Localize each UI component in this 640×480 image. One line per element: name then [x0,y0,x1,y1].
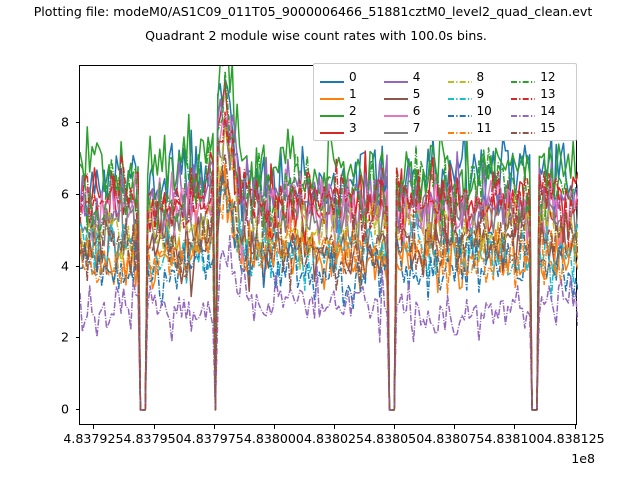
legend-label: 0 [349,69,357,84]
legend-label: 7 [412,120,421,135]
legend-line-swatch [447,106,473,117]
y-tick-mark [75,337,79,339]
legend-entry-15[interactable]: 15 [510,119,571,136]
legend-entry-2[interactable]: 2 [319,102,380,119]
legend-line-swatch [319,123,345,134]
legend-entry-9[interactable]: 9 [447,85,508,102]
legend-line-swatch [510,106,536,117]
axes-title-text: Quadrant 2 module wise count rates with … [145,28,487,43]
x-tick-label: 4.838100 [484,431,545,446]
y-tick-label: 4 [60,258,69,274]
x-tick-mark [394,425,396,429]
series-line-7 [80,116,578,411]
series-line-12 [80,70,578,411]
y-tick-label: 8 [60,114,69,130]
x-tick-mark [153,425,155,429]
legend-line-swatch [510,72,536,83]
x-tick-mark [334,425,335,429]
legend-entry-14[interactable]: 14 [510,102,571,119]
legend-label: 6 [412,103,421,118]
x-tick-label: 4.838050 [364,431,425,446]
x-tick-label: 4.837950 [123,431,184,446]
legend-line-swatch [319,106,345,117]
legend-label: 15 [540,120,556,135]
legend-line-swatch [510,123,536,134]
figure-suptitle-text: Plotting file: modeM0/AS1C09_011T05_9000… [33,4,593,19]
legend-line-swatch [383,89,409,100]
legend-entry-7[interactable]: 7 [383,119,444,136]
x-tick-label: 4.838000 [243,431,304,446]
legend-grid: 0 4 8 12 1 5 9 13 2 6 10 14 3 7 11 15 [319,68,571,136]
y-tick-mark [75,408,79,410]
plot-lines-canvas [80,66,578,411]
x-axis-offset-text: 1e8 [571,451,595,466]
legend-label: 10 [476,103,492,118]
legend-label: 14 [540,103,556,118]
legend-label: 5 [412,86,421,101]
legend-entry-5[interactable]: 5 [383,85,444,102]
legend-entry-6[interactable]: 6 [383,102,444,119]
legend-line-swatch [510,89,536,100]
legend-line-swatch [447,123,473,134]
legend-entry-0[interactable]: 0 [319,68,380,85]
y-tick-label: 0 [60,401,69,417]
legend-entry-1[interactable]: 1 [319,85,380,102]
legend-line-swatch [319,72,345,83]
x-tick-label: 4.837925 [63,431,124,446]
series-line-11 [80,167,578,411]
legend-entry-11[interactable]: 11 [447,119,508,136]
x-tick-mark [93,425,95,429]
legend-entry-10[interactable]: 10 [447,102,508,119]
legend-label: 13 [540,86,556,101]
legend-line-swatch [383,123,409,134]
legend-label: 9 [476,86,485,101]
x-tick-label: 4.837975 [183,431,244,446]
x-tick-mark [454,425,456,429]
figure-suptitle: Plotting file: modeM0/AS1C09_011T05_9000… [0,4,640,20]
y-tick-label: 6 [60,186,69,202]
legend-entry-4[interactable]: 4 [383,68,444,85]
y-tick-mark [75,193,79,195]
legend-line-swatch [447,89,473,100]
legend-label: 1 [349,86,357,101]
x-tick-mark [273,425,275,429]
x-tick-mark [213,425,215,429]
series-line-15 [80,153,578,411]
x-tick-label: 4.838075 [424,431,485,446]
x-tick-label: 4.838125 [544,431,605,446]
legend-box: 0 4 8 12 1 5 9 13 2 6 10 14 3 7 11 15 [313,63,577,141]
legend-label: 12 [540,69,556,84]
series-line-13 [80,111,578,411]
y-tick-label: 2 [60,329,69,345]
x-tick-label: 4.838025 [303,431,365,446]
legend-entry-12[interactable]: 12 [510,68,571,85]
series-line-14 [80,235,578,411]
legend-label: 2 [349,103,357,118]
x-tick-mark [514,425,516,429]
legend-label: 11 [476,120,492,135]
legend-entry-13[interactable]: 13 [510,85,571,102]
legend-line-swatch [319,89,345,100]
y-tick-mark [75,122,79,124]
axes-title: Quadrant 2 module wise count rates with … [0,28,640,44]
legend-label: 8 [476,69,485,84]
x-tick-mark [574,425,576,429]
legend-label: 4 [412,69,421,84]
legend-label: 3 [349,120,357,135]
y-tick-mark [75,265,79,267]
legend-line-swatch [447,72,473,83]
legend-line-swatch [383,72,409,83]
legend-entry-8[interactable]: 8 [447,68,508,85]
legend-line-swatch [383,106,409,117]
legend-entry-3[interactable]: 3 [319,119,380,136]
